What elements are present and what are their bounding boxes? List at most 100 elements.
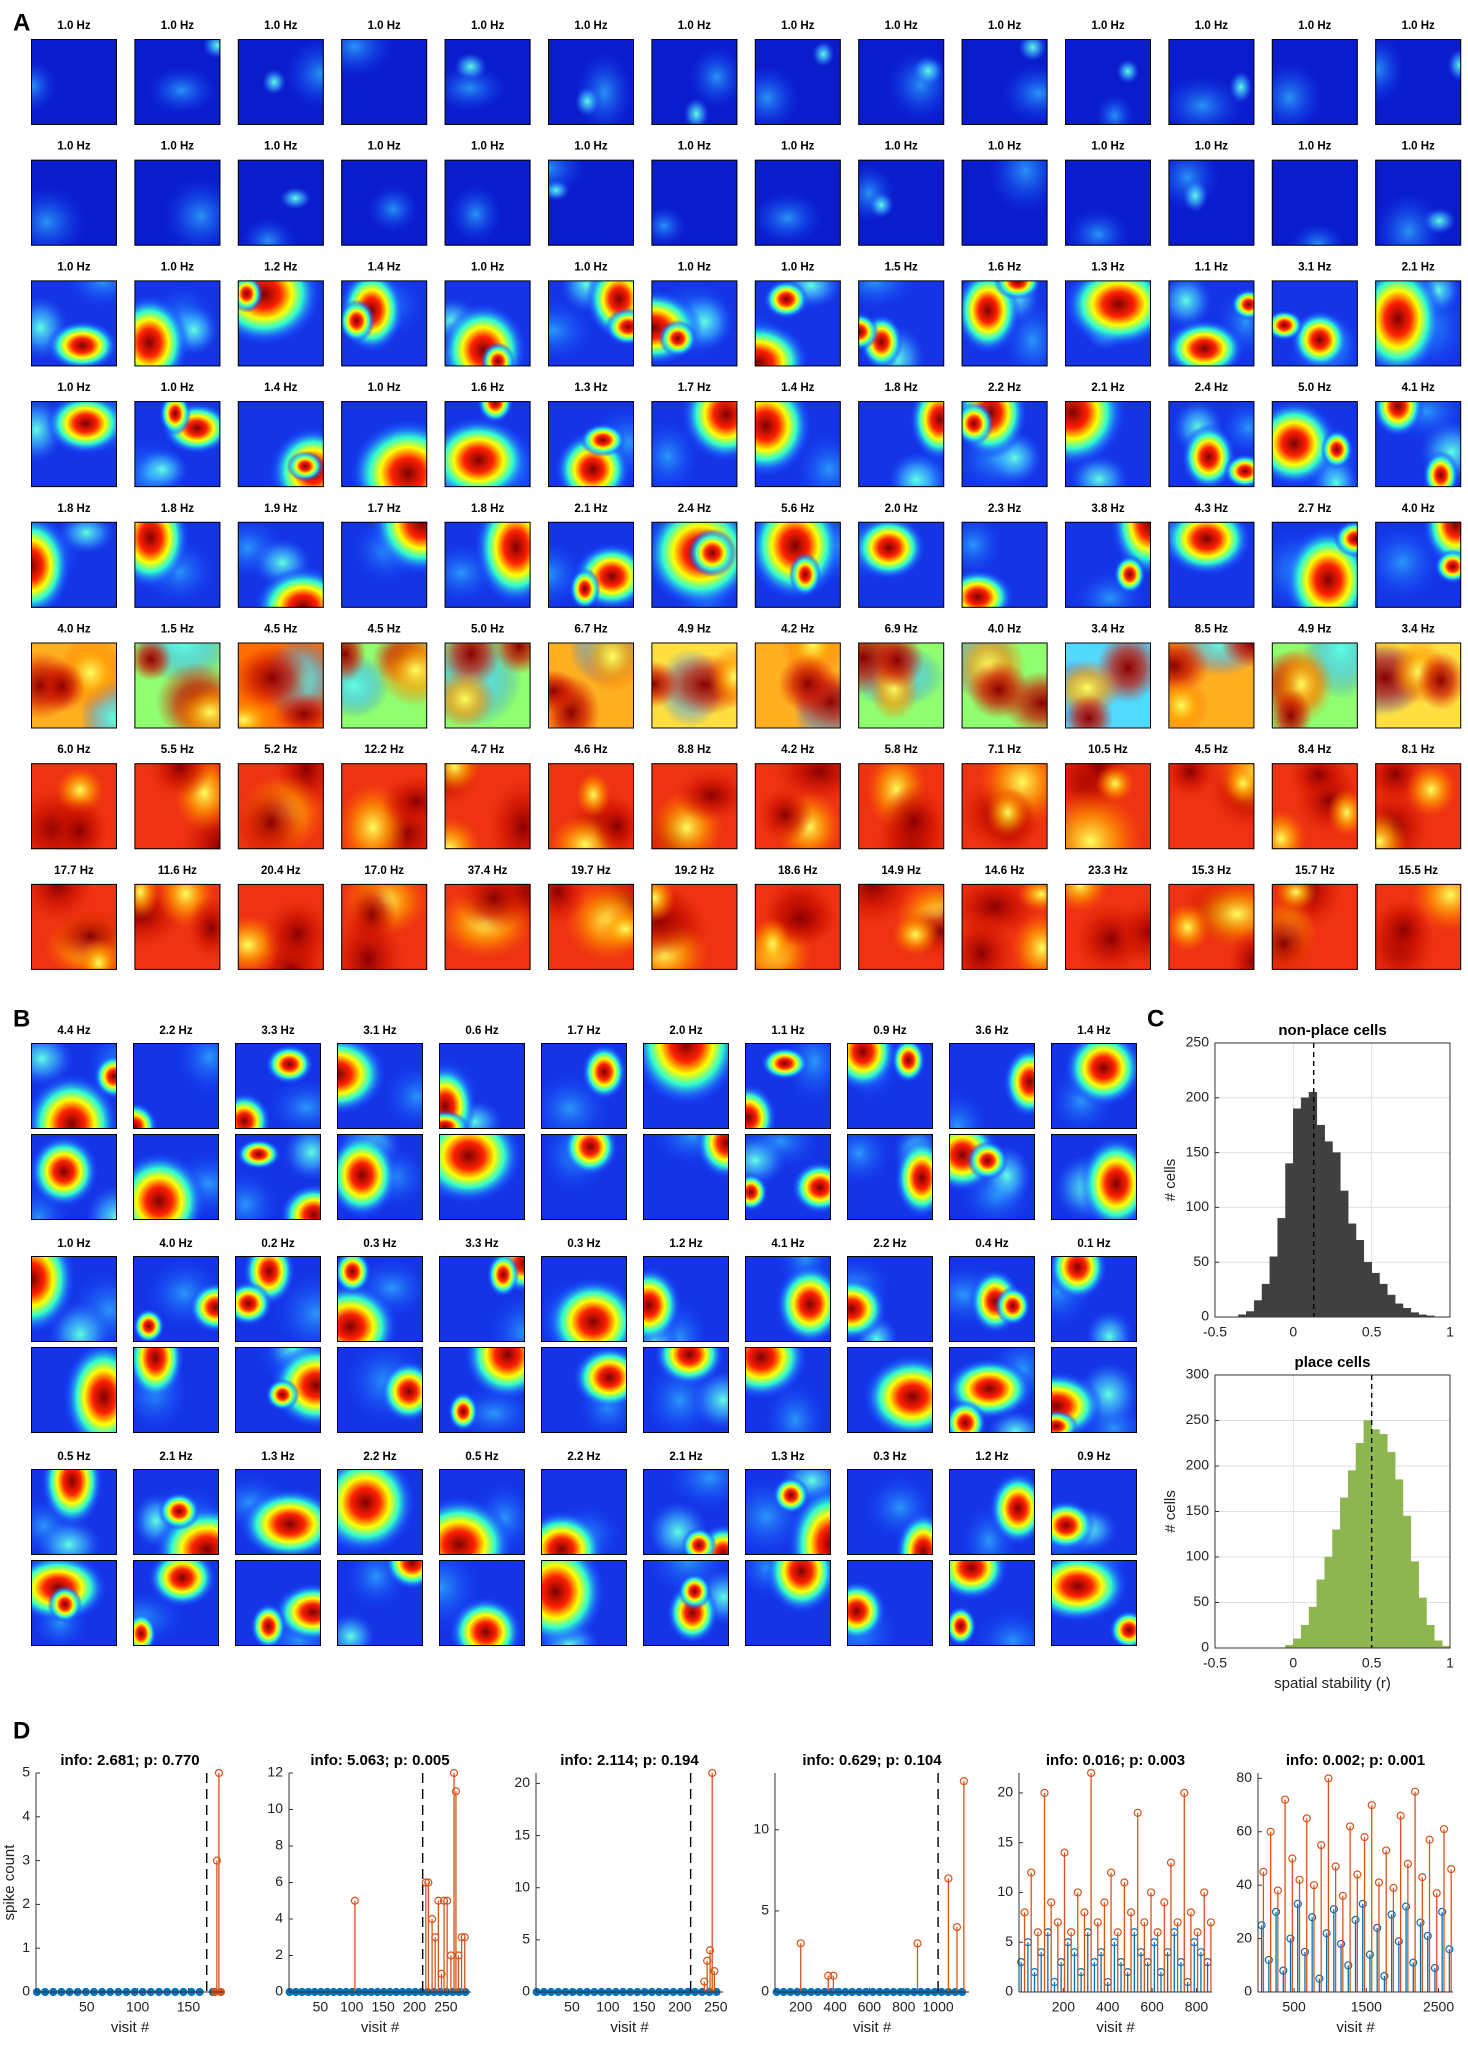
map-frame [745,1134,831,1220]
map-frame [31,1256,117,1342]
histogram-bar [1332,1529,1341,1649]
stem-marker [1286,1934,1295,1943]
rate-map [1375,39,1462,125]
histogram-bar [1347,1223,1357,1318]
rate-map [643,1256,729,1342]
rate-map [1271,39,1358,125]
rate-map [847,1469,933,1555]
stem-marker [1053,1918,1062,1927]
map-frame [341,159,428,246]
rate-label: 1.3 Hz [574,382,607,394]
stem-marker [1344,1961,1353,1970]
firing-field [284,39,324,111]
rate-label: 1.8 Hz [471,503,504,515]
map-frame [847,1043,933,1129]
rate-label: 1.2 Hz [669,1238,702,1250]
stem-marker [1073,1888,1082,1897]
map-frame [745,1347,831,1433]
map-frame [548,642,634,729]
rate-map [1271,763,1358,850]
rate-map [235,1560,321,1646]
map-frame [961,763,1048,850]
y-tick-label: 5 [761,1902,769,1918]
y-tick-label: 100 [1186,1198,1210,1214]
firing-field [986,787,1030,838]
rate-label: 4.5 Hz [368,624,401,636]
map-frame [754,642,841,729]
rate-map [444,642,531,729]
rate-map [1051,1347,1137,1433]
firing-field [695,1134,729,1179]
y-tick-label: 250 [1186,1411,1210,1427]
rate-label: 1.6 Hz [471,382,504,394]
map-frame [1051,1469,1137,1555]
x-tick-label: 50 [79,1999,95,2015]
firing-field [382,1063,423,1129]
histogram-bar [1261,1283,1271,1318]
y-tick-label: 3 [22,1851,30,1867]
rate-map [237,401,324,488]
rate-map [1051,1560,1137,1646]
rate-map [847,1256,933,1342]
y-tick-label: 15 [997,1833,1013,1849]
map-frame [754,521,841,608]
histogram-bar [1324,1556,1333,1649]
stem-marker [1331,1862,1340,1871]
map-frame [439,1469,525,1555]
rate-label: 14.6 Hz [985,865,1025,877]
map-frame [651,642,738,729]
map-frame [1168,883,1255,970]
rate-map [643,1347,729,1433]
rate-label: 2.4 Hz [678,503,711,515]
rate-map [444,39,531,125]
rate-map [541,1469,627,1555]
rate-map [133,1043,219,1129]
map-frame [1271,883,1358,970]
rate-map [548,401,634,488]
rate-map [1065,39,1151,125]
rate-label: 1.7 Hz [567,1025,600,1037]
firing-field [237,784,306,850]
rate-label: 4.2 Hz [781,744,814,756]
stem-marker [421,1878,430,1887]
firing-field [949,1605,977,1646]
map-frame [1375,521,1462,608]
y-tick-label: 150 [1186,1143,1210,1159]
stem-marker [1060,1848,1069,1857]
firing-field [145,65,218,115]
firing-field [546,1277,627,1342]
rate-label: 8.8 Hz [678,744,711,756]
map-frame [134,159,221,246]
firing-field [341,39,396,79]
stem-marker [1374,1878,1384,1887]
map-frame [237,280,324,367]
map-frame [444,763,531,850]
chart-title: info: 2.681; p: 0.770 [60,1752,199,1769]
firing-field [1271,401,1338,488]
firing-field [1230,288,1255,321]
rate-label: 17.0 Hz [364,865,404,877]
stem-marker [1033,1928,1042,1937]
rate-label: 3.6 Hz [975,1025,1008,1037]
histogram-bar [1394,1303,1404,1318]
firing-field [754,190,825,246]
firing-field [987,159,1048,215]
rate-map [341,401,428,488]
histogram-bar [1379,1283,1388,1318]
firing-field [579,423,627,457]
firing-field [175,1043,219,1097]
y-tick-label: 12 [267,1764,283,1780]
map-frame [235,1560,321,1646]
stem-marker [1180,1788,1189,1798]
map-frame [133,1469,219,1555]
stem-marker [1317,1841,1326,1850]
rate-map [341,883,428,970]
rate-label: 1.0 Hz [781,20,814,32]
y-tick-label: 10 [267,1800,283,1816]
firing-field [777,654,838,713]
map-frame [858,280,945,367]
firing-field [961,914,1015,970]
x-axis-label: visit # [361,2019,400,2036]
map-frame [341,883,428,970]
histogram-bar [1363,1420,1372,1649]
